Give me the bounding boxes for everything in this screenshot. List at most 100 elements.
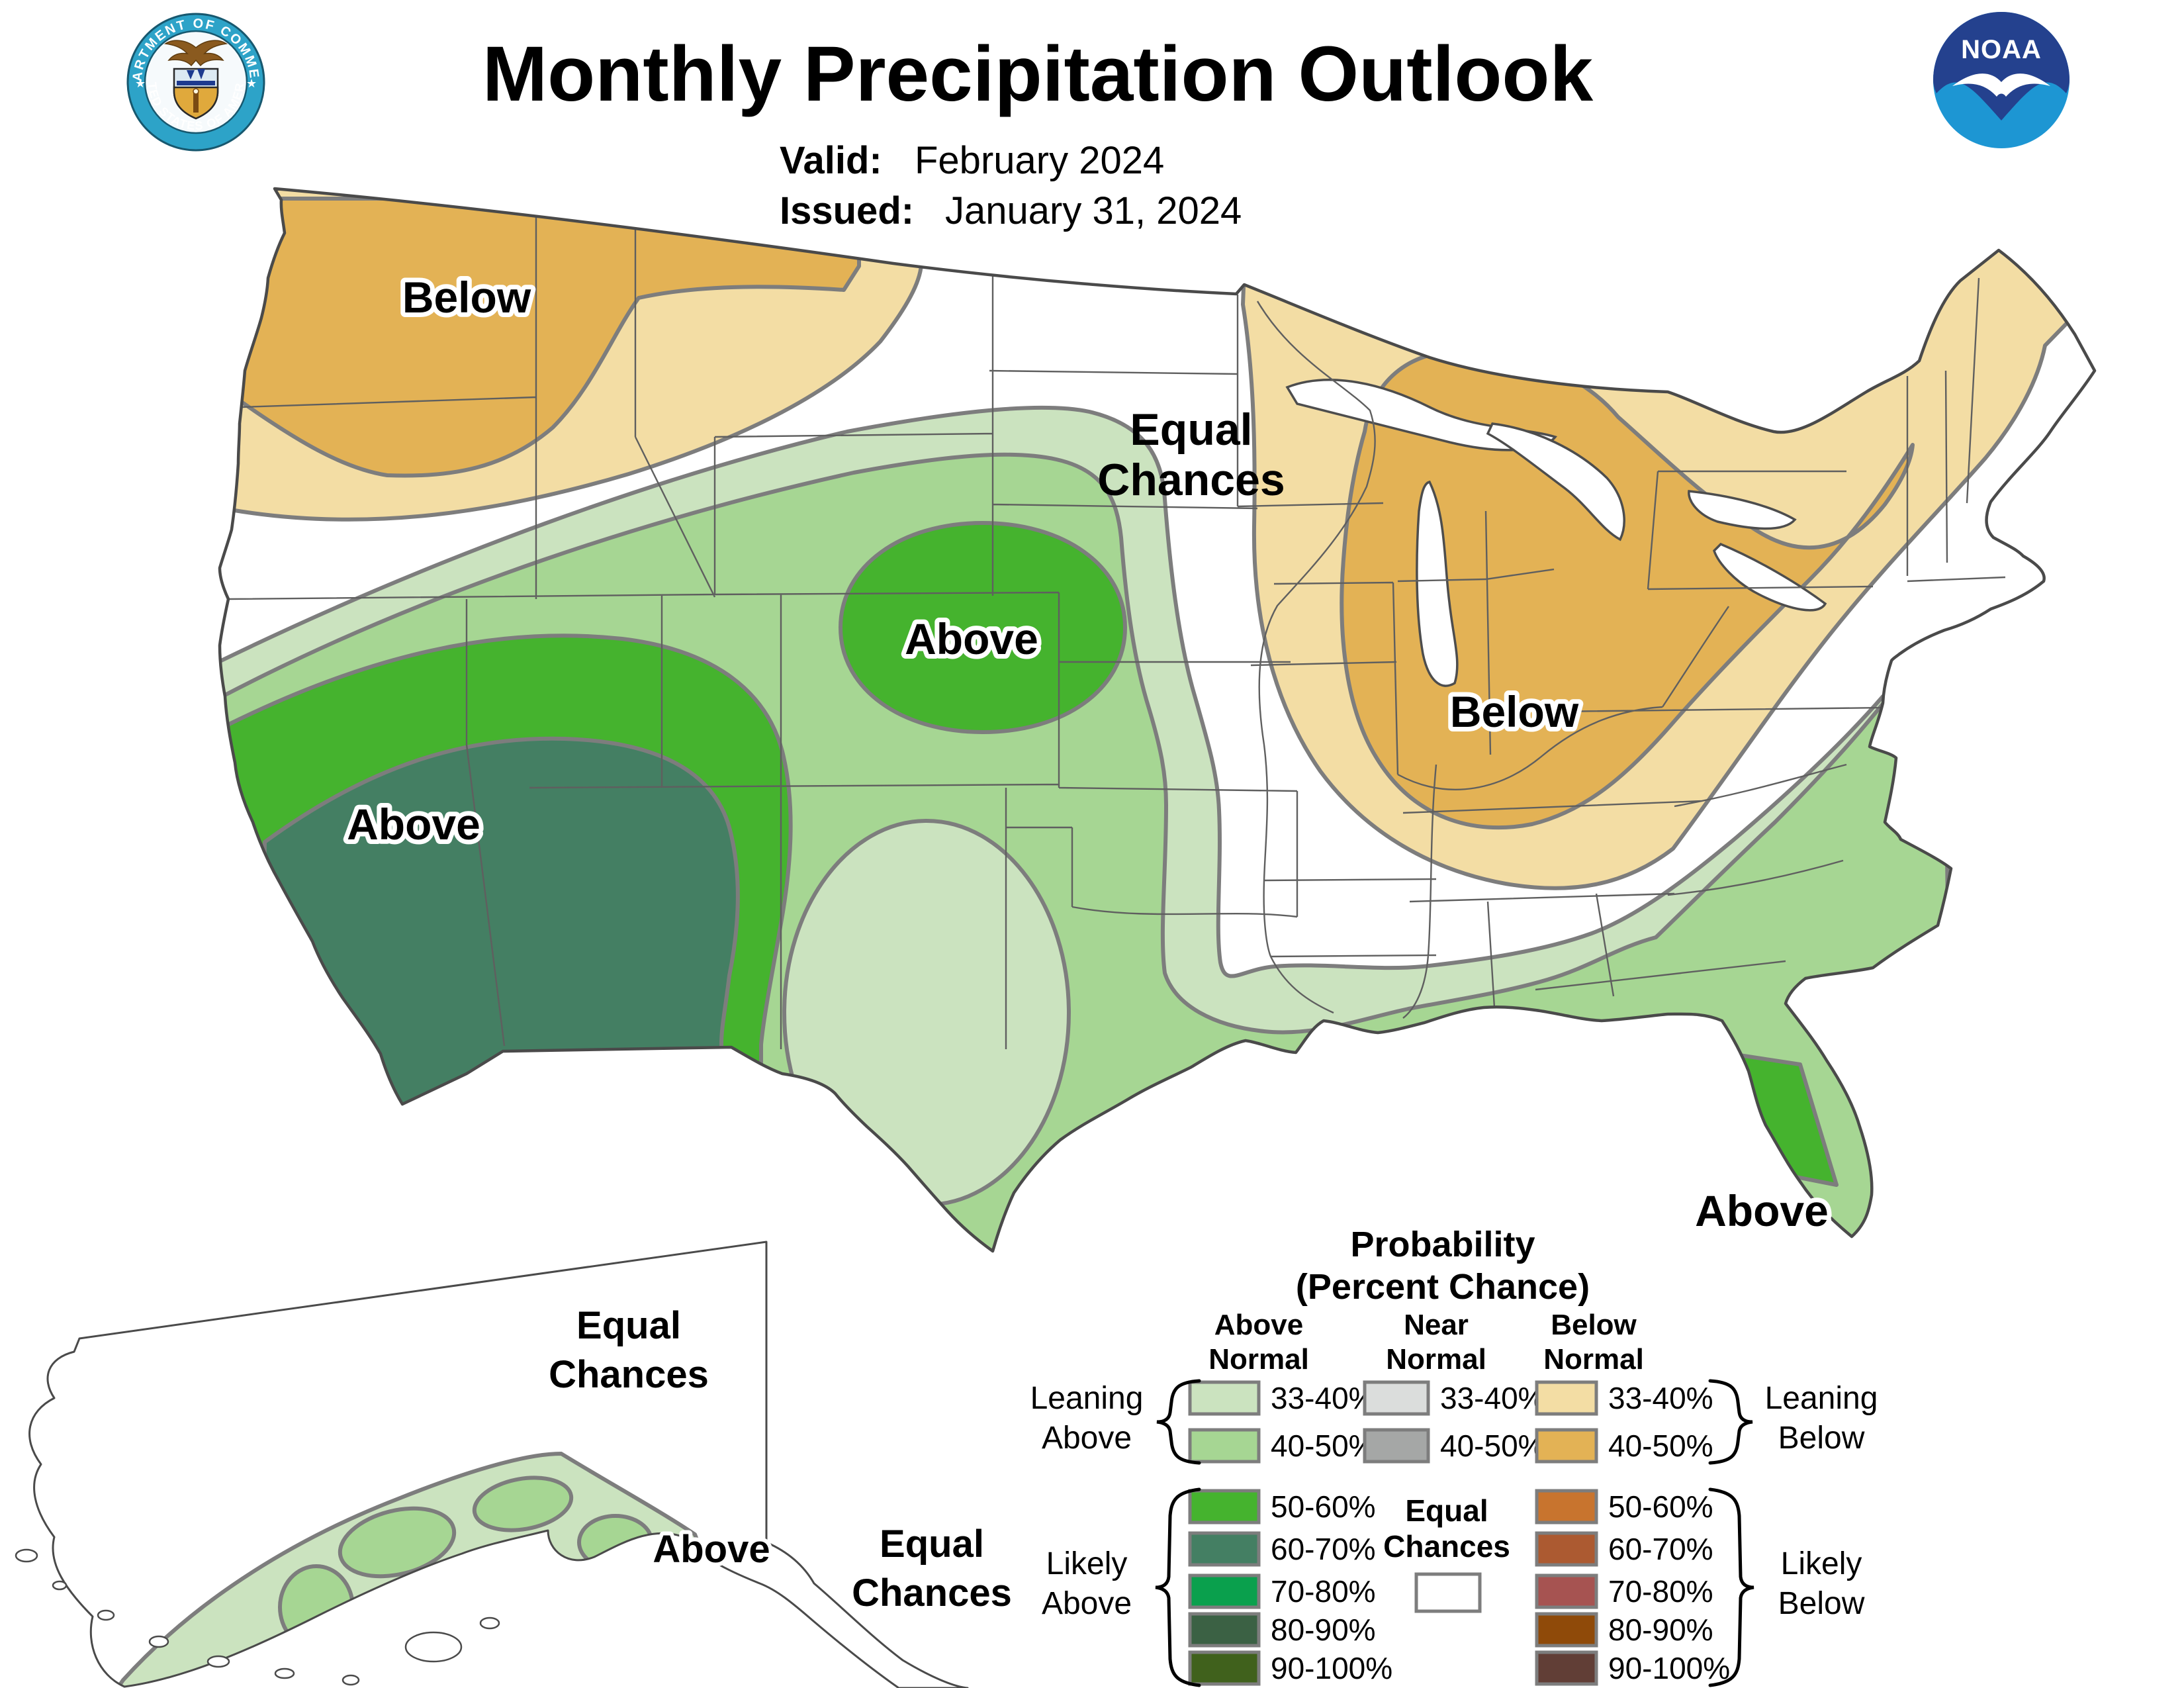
legend-above-column: 33-40% 40-50% 50-60% 60-70% 70-80% 80-90… — [1188, 1380, 1392, 1686]
legend-range-near-40-50: 40-50% — [1440, 1429, 1545, 1463]
legend-swatch-below-60-70 — [1535, 1531, 1598, 1567]
noaa-wordmark: NOAA — [1961, 35, 2042, 64]
map-label-equal-chances-seak-line1: Equal — [880, 1523, 984, 1566]
legend-range-below-60-70: 60-70% — [1608, 1532, 1713, 1566]
legend-col-near-line1: Near — [1404, 1309, 1469, 1341]
legend-equal-chances-line2: Chances — [1383, 1529, 1510, 1564]
legend-swatch-equal-chances — [1414, 1572, 1482, 1613]
legend-likely-below-line1: Likely — [1781, 1546, 1862, 1581]
legend: Probability (Percent Chance) Above Norma… — [1030, 1225, 1878, 1687]
valid-value: February 2024 — [915, 139, 1164, 182]
legend-swatch-below-80-90 — [1535, 1612, 1598, 1648]
legend-swatch-above-90-100 — [1188, 1650, 1261, 1686]
legend-range-below-50-60: 50-60% — [1608, 1489, 1713, 1524]
legend-near-column: 33-40% 40-50% Equal Chances — [1363, 1380, 1545, 1613]
legend-leaning-below-line1: Leaning — [1765, 1381, 1878, 1416]
map-label-above-southwest: Above — [347, 800, 480, 849]
brace-likely-above — [1155, 1487, 1201, 1687]
lake-michigan — [1416, 480, 1459, 687]
seal-eagle-icon — [163, 40, 228, 67]
legend-swatch-below-50-60 — [1535, 1489, 1598, 1524]
legend-col-above-line1: Above — [1214, 1309, 1303, 1341]
legend-col-near-line2: Normal — [1386, 1343, 1486, 1376]
state-boundaries — [228, 209, 2006, 1049]
legend-leaning-above-line2: Above — [1042, 1421, 1132, 1456]
map-label-below-midwest: Below — [1450, 687, 1579, 736]
map-label-equal-chances-seak-line2: Chances — [852, 1571, 1012, 1615]
valid-label: Valid: — [780, 139, 882, 182]
lake-erie — [1712, 542, 1827, 612]
legend-range-below-90-100: 90-100% — [1608, 1651, 1730, 1685]
issued-value: January 31, 2024 — [945, 189, 1242, 232]
header: Monthly Precipitation Outlook Valid: Feb… — [482, 30, 1594, 232]
region-above-50-60-plains — [839, 521, 1127, 734]
region-below-40-50-midwest — [1340, 348, 1915, 830]
seal-star-right: ★ — [246, 77, 257, 90]
map-label-above-plains: Above — [905, 614, 1038, 663]
legend-swatch-above-60-70 — [1188, 1531, 1261, 1567]
legend-leaning-below-line2: Below — [1778, 1421, 1865, 1456]
legend-swatch-above-33-40 — [1188, 1380, 1261, 1416]
legend-likely-below-line2: Below — [1778, 1586, 1865, 1621]
legend-range-below-33-40: 33-40% — [1608, 1381, 1713, 1415]
us-national-outline — [218, 187, 2097, 1253]
commerce-seal: DEPARTMENT OF COMMERCE UNITED STATES OF … — [120, 0, 265, 152]
legend-likely-above-line2: Above — [1042, 1586, 1132, 1621]
legend-swatch-above-80-90 — [1188, 1612, 1261, 1648]
noaa-seagull-icon — [1952, 73, 2050, 97]
seal-lighthouse — [193, 93, 199, 113]
noaa-logo: NOAA — [1933, 12, 2070, 148]
legend-title-line2: (Percent Chance) — [1296, 1267, 1590, 1307]
legend-range-above-60-70: 60-70% — [1271, 1532, 1376, 1566]
page-title: Monthly Precipitation Outlook — [482, 30, 1594, 118]
legend-range-above-40-50: 40-50% — [1271, 1429, 1376, 1463]
map-label-equal-chances-plains-line2: Chances — [1097, 455, 1285, 505]
brace-leaning-above — [1156, 1379, 1201, 1465]
map-label-equal-chances-plains-line1: Equal — [1130, 404, 1252, 455]
map-label-equal-chances-alaska-line2: Chances — [549, 1353, 709, 1396]
map-label-above-florida: Above — [1695, 1186, 1829, 1235]
legend-col-above-line2: Normal — [1208, 1343, 1309, 1376]
legend-swatch-below-40-50 — [1535, 1428, 1598, 1464]
brace-likely-below — [1708, 1487, 1754, 1687]
map-labels: Below Equal Chances Above Above Below Ab… — [342, 268, 1833, 1618]
legend-swatch-below-90-100 — [1535, 1650, 1598, 1686]
legend-range-near-33-40: 33-40% — [1440, 1381, 1545, 1415]
legend-range-above-50-60: 50-60% — [1271, 1489, 1376, 1524]
lake-ontario — [1688, 490, 1797, 530]
seal-ship-hull — [177, 81, 215, 85]
legend-range-below-70-80: 70-80% — [1608, 1574, 1713, 1609]
issued-label: Issued: — [780, 189, 914, 232]
legend-range-below-80-90: 80-90% — [1608, 1613, 1713, 1647]
legend-range-above-80-90: 80-90% — [1271, 1613, 1376, 1647]
legend-swatch-near-40-50 — [1363, 1428, 1430, 1464]
seal-star-left: ★ — [135, 77, 146, 90]
legend-title-line1: Probability — [1350, 1225, 1535, 1264]
map-label-below-northwest: Below — [402, 273, 531, 322]
lake-huron — [1486, 422, 1625, 541]
aleutian-islands — [15, 1548, 500, 1686]
legend-swatch-above-70-80 — [1188, 1573, 1261, 1609]
legend-range-below-40-50: 40-50% — [1608, 1429, 1713, 1463]
legend-swatch-below-33-40 — [1535, 1380, 1598, 1416]
legend-braces — [1155, 1379, 1754, 1687]
noaa-dark-top — [1933, 12, 2070, 120]
legend-below-column: 33-40% 40-50% 50-60% 60-70% 70-80% 80-90… — [1535, 1380, 1730, 1686]
alaska-map — [15, 1241, 969, 1688]
legend-leaning-above-line1: Leaning — [1030, 1381, 1144, 1416]
alaska-outline — [28, 1241, 969, 1688]
region-above-33-40-west-texas — [782, 819, 1071, 1207]
region-above-60-70-southwest — [261, 736, 740, 1114]
legend-swatch-above-40-50 — [1188, 1428, 1261, 1464]
legend-range-above-90-100: 90-100% — [1271, 1651, 1392, 1685]
legend-col-below-line1: Below — [1551, 1309, 1637, 1341]
legend-col-below-line2: Normal — [1543, 1343, 1644, 1376]
seal-shield-icon — [173, 68, 219, 120]
legend-range-above-33-40: 33-40% — [1271, 1381, 1376, 1415]
seal-ship-sails — [187, 69, 205, 79]
map-label-equal-chances-alaska-line1: Equal — [576, 1304, 681, 1347]
legend-swatch-above-50-60 — [1188, 1489, 1261, 1524]
legend-likely-above-line1: Likely — [1046, 1546, 1128, 1581]
brace-leaning-below — [1708, 1379, 1753, 1465]
